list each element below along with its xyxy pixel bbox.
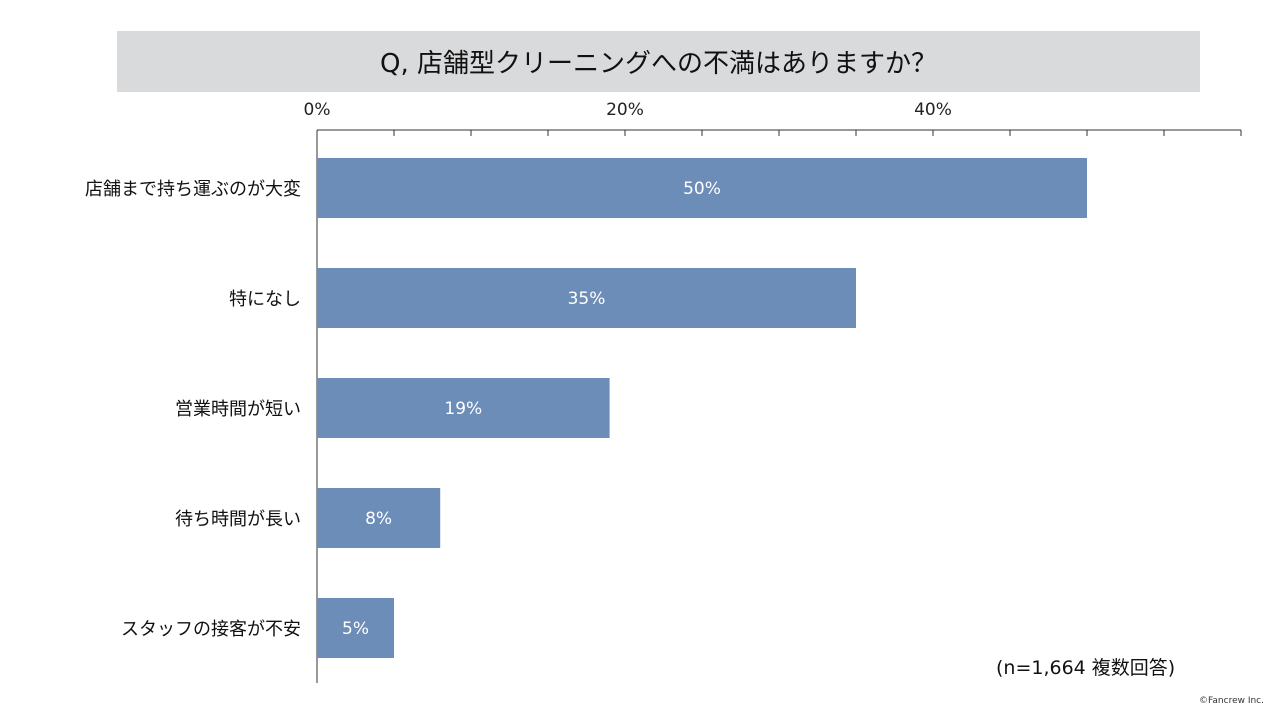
category-label: 店舗まで持ち運ぶのが大変	[85, 179, 301, 200]
x-tick-label: 40%	[914, 100, 952, 120]
sample-note: (n=1,664 複数回答)	[996, 657, 1176, 679]
chart-title: Q, 店舗型クリーニングへの不満はありますか？	[117, 31, 1200, 92]
x-tick-label: 0%	[304, 100, 331, 120]
bar-value-label: 50%	[683, 179, 721, 199]
x-tick-label: 20%	[606, 100, 644, 120]
bar	[317, 488, 441, 548]
bar	[317, 158, 1087, 218]
category-label: 特になし	[229, 289, 301, 310]
category-label: 営業時間が短い	[175, 399, 301, 420]
bar-value-label: 5%	[342, 619, 369, 639]
bar-value-label: 35%	[568, 289, 606, 309]
category-label: スタッフの接客が不安	[121, 619, 301, 640]
bar	[317, 598, 394, 658]
bar-value-label: 19%	[444, 399, 482, 419]
copyright-text: ©Fancrew Inc.	[1199, 696, 1264, 706]
category-label: 待ち時間が長い	[175, 509, 301, 530]
bar	[317, 378, 610, 438]
bar	[317, 268, 856, 328]
bar-value-label: 8%	[365, 509, 392, 529]
